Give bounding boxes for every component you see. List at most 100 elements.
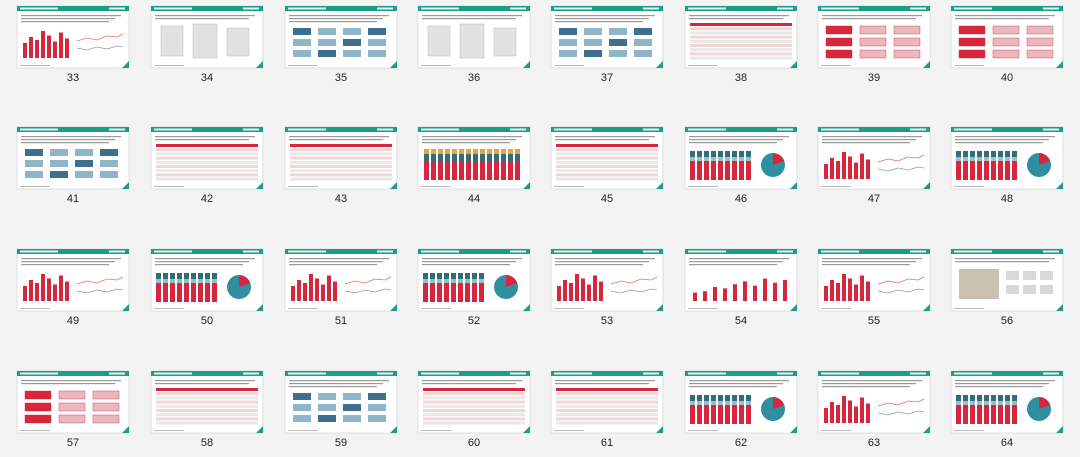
bar — [569, 283, 573, 301]
box — [992, 37, 1020, 47]
table-row — [556, 388, 658, 391]
slide-thumbnail[interactable] — [16, 248, 130, 312]
text-line — [289, 139, 383, 141]
bar-segment — [963, 161, 968, 180]
slide-thumbnail[interactable] — [950, 5, 1064, 69]
slide-thumbnail[interactable] — [817, 126, 931, 190]
bar-segment — [198, 279, 203, 283]
footer-line — [821, 65, 851, 66]
picture — [459, 23, 485, 59]
bar-segment — [451, 279, 456, 283]
slide-thumbnail[interactable] — [16, 126, 130, 190]
bar-segment — [423, 279, 428, 283]
slide-header-text — [288, 250, 326, 253]
table-row — [290, 148, 392, 152]
slide-thumbnail[interactable] — [950, 248, 1064, 312]
line — [877, 166, 925, 172]
bar-segment — [970, 395, 975, 401]
slide-header-text — [510, 128, 526, 131]
slide-header-text — [288, 372, 326, 375]
slide-header-text — [421, 372, 459, 375]
line — [877, 410, 925, 416]
bar-segment — [479, 273, 484, 279]
slide-thumbnail[interactable] — [684, 5, 798, 69]
slide-thumbnail[interactable] — [550, 248, 664, 312]
text-line — [555, 380, 655, 382]
slide-header-text — [109, 250, 125, 253]
corner-mark — [523, 304, 530, 311]
picture — [1023, 285, 1036, 294]
slide-thumbnail[interactable] — [550, 5, 664, 69]
bar-segment — [718, 151, 723, 157]
box — [609, 28, 627, 35]
slide-thumbnail[interactable] — [817, 370, 931, 434]
slide-thumbnail[interactable] — [550, 370, 664, 434]
box — [318, 50, 336, 57]
slide-number: 58 — [201, 437, 213, 449]
table-row — [556, 409, 658, 412]
footer-line — [20, 65, 50, 66]
slide-thumbnail[interactable] — [150, 5, 264, 69]
slide-thumbnail[interactable] — [417, 5, 531, 69]
slide-thumbnail[interactable] — [684, 248, 798, 312]
slide-header — [17, 127, 129, 132]
bar-segment — [1005, 401, 1010, 405]
bar-segment — [459, 149, 464, 154]
text-line — [289, 383, 383, 385]
slide-thumbnail[interactable] — [150, 370, 264, 434]
slide-thumbnail[interactable] — [684, 126, 798, 190]
slide-header — [685, 371, 797, 376]
footer-line — [154, 186, 184, 187]
slide-thumbnail[interactable] — [16, 370, 130, 434]
bar-segment — [473, 149, 478, 154]
slide-thumbnail[interactable] — [284, 5, 398, 69]
slide-thumbnail[interactable] — [284, 126, 398, 190]
bar-segment — [718, 395, 723, 401]
box — [343, 415, 361, 422]
thumbnail-frame — [284, 370, 398, 434]
slide-thumbnail[interactable] — [284, 248, 398, 312]
bar-segment — [984, 161, 989, 180]
slide-thumbnail[interactable] — [16, 5, 130, 69]
bar — [866, 159, 870, 179]
bar-segment — [466, 149, 471, 154]
slide-header-text — [377, 372, 393, 375]
bar-segment — [184, 283, 189, 302]
slide-thumbnail[interactable] — [150, 248, 264, 312]
bar — [587, 284, 591, 301]
slide-thumbnail[interactable] — [950, 370, 1064, 434]
footer-line — [954, 430, 984, 431]
slide-header-text — [688, 372, 726, 375]
picture — [1023, 271, 1036, 280]
bar — [41, 31, 45, 58]
table-row — [156, 409, 258, 412]
table-row — [156, 417, 258, 421]
bar — [29, 280, 33, 301]
slide-header — [818, 6, 930, 11]
slide-thumbnail[interactable] — [417, 370, 531, 434]
slide-thumbnail[interactable] — [950, 126, 1064, 190]
slide-thumbnail[interactable] — [150, 126, 264, 190]
text-line — [21, 15, 121, 17]
bar-segment — [697, 395, 702, 401]
footer-line — [421, 430, 451, 431]
slide-header-text — [643, 372, 659, 375]
slide-thumbnail[interactable] — [817, 5, 931, 69]
slide-thumbnail[interactable] — [417, 126, 531, 190]
bar — [824, 286, 828, 301]
box — [24, 402, 52, 412]
slide-header-text — [821, 250, 859, 253]
slide-thumbnail[interactable] — [817, 248, 931, 312]
slide-thumbnail[interactable] — [684, 370, 798, 434]
slide-thumbnail[interactable] — [550, 126, 664, 190]
bar-segment — [984, 395, 989, 401]
bar-segment — [725, 395, 730, 401]
box — [368, 28, 386, 35]
slide-thumbnail[interactable] — [417, 248, 531, 312]
box — [634, 50, 652, 57]
text-line — [822, 15, 922, 17]
slide-thumbnail[interactable] — [284, 370, 398, 434]
text-line — [289, 21, 377, 23]
box — [92, 414, 120, 424]
bar — [848, 278, 852, 301]
